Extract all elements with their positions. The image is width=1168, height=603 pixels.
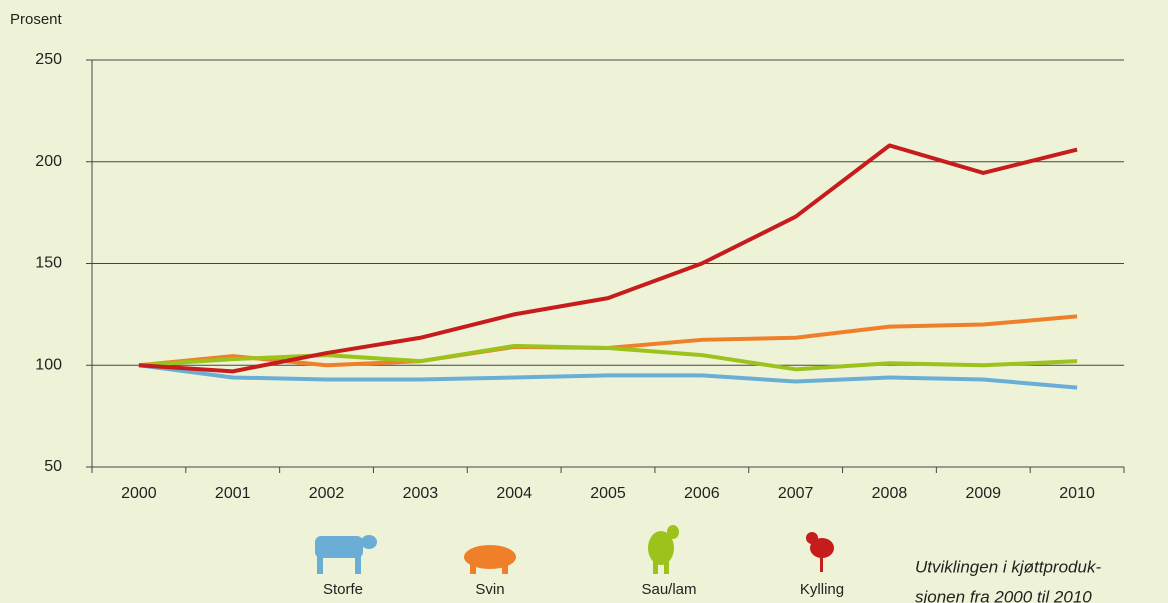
icon-part [664, 558, 669, 574]
x-tick-label: 2010 [1059, 485, 1095, 502]
annotation: Utviklingen i kjøttproduk- [915, 557, 1101, 576]
x-tick-label: 2001 [215, 485, 251, 502]
x-tick-label: 2009 [965, 485, 1001, 502]
icon-part [653, 558, 658, 574]
icon-part [806, 532, 818, 544]
y-axis-label: Prosent [10, 11, 63, 28]
x-tick-label: 2003 [403, 485, 439, 502]
x-tick-label: 2008 [872, 485, 908, 502]
y-tick-label: 50 [44, 458, 62, 475]
y-tick-label: 150 [35, 255, 62, 272]
legend-label: Svin [475, 581, 504, 598]
y-tick-label: 100 [35, 356, 62, 373]
x-tick-label: 2006 [684, 485, 720, 502]
y-tick-label: 250 [35, 51, 62, 68]
icon-part [355, 550, 361, 574]
series-line [138, 143, 1078, 374]
legend-icon [464, 545, 516, 574]
legend-label: Storfe [323, 581, 363, 598]
y-tick-label: 200 [35, 153, 62, 170]
icon-part [810, 538, 834, 558]
legend-icon [806, 532, 834, 572]
x-tick-label: 2005 [590, 485, 626, 502]
x-tick-label: 2002 [309, 485, 345, 502]
icon-part [648, 531, 674, 565]
x-tick-label: 2007 [778, 485, 814, 502]
x-tick-label: 2004 [496, 485, 532, 502]
legend-icon [315, 535, 377, 574]
series-line [138, 363, 1078, 390]
x-tick-label: 2000 [121, 485, 157, 502]
icon-part [361, 535, 377, 549]
series-line [138, 343, 1078, 372]
legend-label: Kylling [800, 581, 844, 598]
icon-part [502, 560, 508, 574]
icon-part [820, 556, 823, 572]
icon-part [315, 536, 363, 558]
annotation: sjonen fra 2000 til 2010 [915, 587, 1092, 603]
legend-label: Sau/lam [641, 581, 696, 598]
legend-icon [648, 525, 679, 574]
icon-part [667, 525, 679, 539]
icon-part [470, 560, 476, 574]
icon-part [317, 550, 323, 574]
